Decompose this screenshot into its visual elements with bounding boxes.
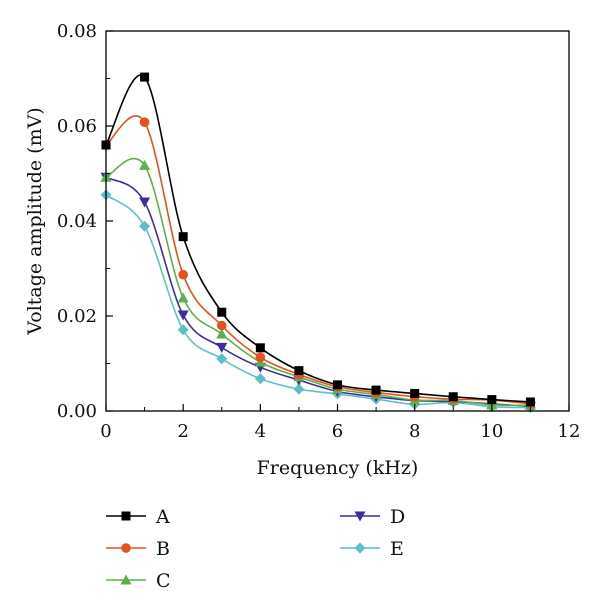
series-line	[105, 176, 531, 408]
legend-label: D	[390, 506, 405, 528]
series-line	[105, 194, 531, 409]
data-point	[139, 117, 150, 127]
data-point	[139, 197, 151, 208]
legend-marker	[354, 511, 366, 522]
data-point	[448, 392, 458, 402]
legend-item-a: A	[106, 506, 170, 528]
data-point	[139, 159, 151, 170]
data-point	[371, 385, 381, 395]
legend-marker	[120, 574, 132, 585]
legend-marker	[354, 542, 366, 554]
data-point	[333, 380, 342, 390]
x-tick-label: 10	[480, 421, 503, 442]
data-point	[178, 269, 188, 280]
legend-label: B	[156, 538, 170, 560]
legend-marker	[121, 511, 131, 521]
legend-item-d: D	[340, 506, 405, 528]
data-point	[216, 320, 227, 331]
data-point	[216, 342, 228, 353]
data-point	[487, 395, 497, 405]
x-tick-label: 12	[558, 421, 581, 442]
y-tick-label: 0.00	[57, 401, 97, 422]
data-point	[140, 72, 150, 82]
data-point	[177, 324, 189, 336]
series-d	[100, 172, 536, 412]
axes: 0 2 4 6 8 10 12 0.00 0.02 0.04 0.06 0.08	[57, 21, 581, 442]
y-tick-label: 0.04	[57, 211, 97, 232]
data-point	[216, 328, 228, 339]
legend-marker	[121, 543, 131, 553]
x-tick-label: 6	[332, 421, 343, 442]
x-tick-label: 8	[409, 421, 420, 442]
data-point	[294, 366, 304, 376]
data-point	[177, 292, 189, 303]
legend-label: E	[390, 538, 404, 560]
data-point	[217, 307, 227, 317]
data-point	[525, 397, 535, 407]
legend-item-e: E	[340, 538, 404, 560]
y-axis-title: Voltage amplitude (mV)	[24, 107, 46, 335]
data-point	[293, 383, 305, 395]
data-point	[139, 220, 151, 232]
series-line	[105, 157, 531, 407]
data-point	[410, 388, 420, 398]
legend-item-c: C	[106, 570, 171, 592]
y-tick-label: 0.08	[57, 21, 97, 42]
x-tick-label: 0	[100, 421, 111, 442]
legend-label: A	[155, 506, 170, 528]
data-point	[216, 353, 228, 365]
series-line	[105, 115, 531, 405]
y-tick-label: 0.02	[57, 306, 97, 327]
plot-frame	[105, 30, 570, 412]
legend-label: C	[156, 570, 171, 592]
legend: ABC DE	[106, 506, 405, 592]
series-line	[105, 74, 531, 403]
x-tick-label: 4	[255, 421, 266, 442]
plot-area	[100, 72, 536, 414]
data-point	[255, 343, 265, 353]
x-axis-title: Frequency (kHz)	[257, 457, 419, 479]
data-point	[254, 373, 266, 385]
data-point	[255, 352, 266, 363]
x-tick-label: 2	[177, 421, 188, 442]
data-point	[178, 232, 188, 242]
data-point	[177, 310, 189, 321]
legend-item-b: B	[106, 538, 170, 560]
y-tick-label: 0.06	[57, 116, 97, 137]
